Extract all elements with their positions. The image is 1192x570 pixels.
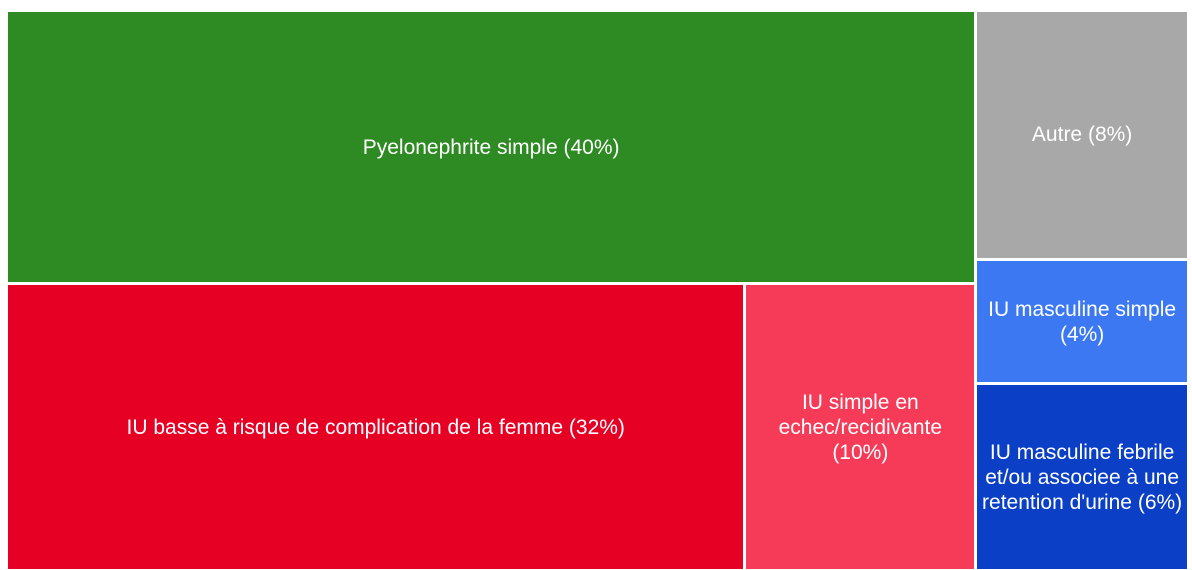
tile: IU masculine febrile et/ou associee à un… <box>977 385 1187 569</box>
tile-label: IU masculine simple (4%) <box>988 297 1177 346</box>
tile-label: Pyelonephrite simple (40%) <box>362 135 620 159</box>
tile-label: Autre (8%) <box>1031 123 1133 147</box>
tile: Pyelonephrite simple (40%) <box>8 12 975 283</box>
tile-label: IU basse à risque de complication de la … <box>126 415 625 439</box>
tile: IU masculine simple (4%) <box>977 260 1187 383</box>
tile-label: IU masculine febrile et/ou associee à un… <box>982 440 1183 514</box>
tile-label: IU simple en echec/recidivante (10%) <box>778 390 943 464</box>
tile: IU basse à risque de complication de la … <box>8 285 744 569</box>
tile: Autre (8%) <box>977 12 1187 258</box>
tile: IU simple en echec/recidivante (10%) <box>746 285 975 569</box>
